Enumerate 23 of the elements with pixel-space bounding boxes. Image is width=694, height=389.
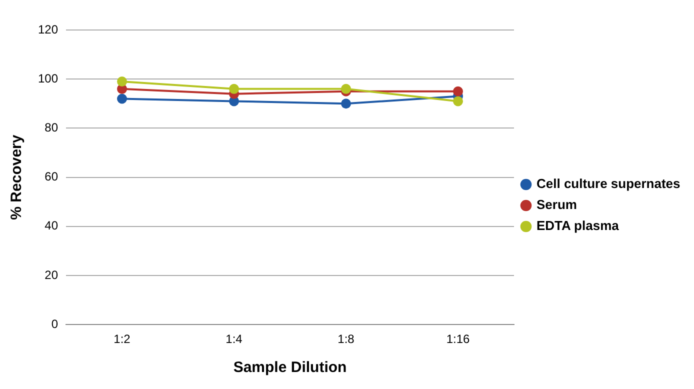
x-tick-label: 1:16 <box>446 332 470 346</box>
y-axis-title: % Recovery <box>8 134 26 220</box>
y-tick-label: 20 <box>44 268 58 282</box>
point <box>229 84 240 94</box>
point <box>117 76 128 87</box>
x-tick-label: 1:2 <box>114 332 131 346</box>
y-tick-label: 120 <box>38 22 58 36</box>
y-tick-label: 0 <box>51 316 58 331</box>
y-tick-label: 100 <box>38 71 58 86</box>
legend-label: Serum <box>536 197 577 212</box>
y-tick-label: 60 <box>44 170 58 184</box>
point <box>341 98 352 109</box>
legend-label: EDTA plasma <box>536 218 620 234</box>
y-tick-label: 80 <box>44 120 58 135</box>
x-tick-label: 1:4 <box>226 332 243 346</box>
legend-label: Cell culture supernates <box>536 176 680 192</box>
point <box>453 86 464 96</box>
point <box>117 94 128 104</box>
point <box>453 96 464 106</box>
y-tick-label: 40 <box>44 218 58 233</box>
point <box>341 84 352 94</box>
x-axis-title: Sample Dilution <box>233 359 347 376</box>
x-tick-label: 1:8 <box>338 332 355 346</box>
